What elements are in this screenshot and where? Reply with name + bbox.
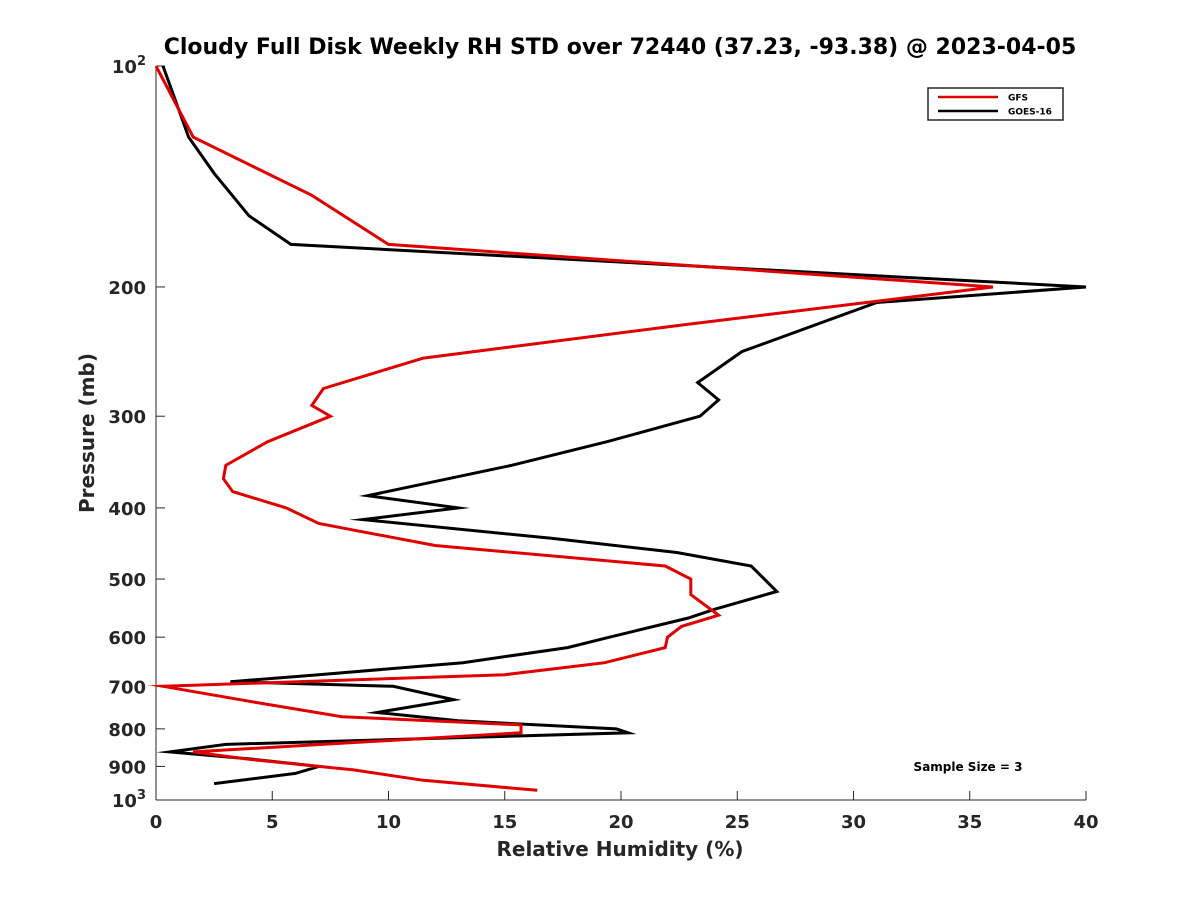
y-axis-label: Pressure (mb) xyxy=(75,353,99,513)
x-tick-label: 25 xyxy=(725,812,750,833)
sample-size-annotation: Sample Size = 3 xyxy=(914,760,1023,774)
series-line-goes-16 xyxy=(156,65,1087,786)
y-tick-label: 300 xyxy=(108,407,146,428)
series-lines xyxy=(148,65,1087,792)
x-tick-label: 35 xyxy=(957,812,982,833)
x-tick-label: 0 xyxy=(150,812,163,833)
x-tick-label: 40 xyxy=(1073,812,1098,833)
y-tick-label: 500 xyxy=(108,570,146,591)
y-tick-label: 600 xyxy=(108,628,146,649)
x-tick-label: 15 xyxy=(492,812,517,833)
legend-box xyxy=(927,87,1064,121)
y-tick-label: 103 xyxy=(112,788,146,812)
legend-entry-label: GFS xyxy=(1008,94,1028,104)
axes: 0 5 10 15 20 25 30 35 40 102 200 300 400 500 600 700 800… xyxy=(108,54,1098,833)
x-tick-label: 5 xyxy=(266,812,279,833)
x-tick-label: 10 xyxy=(376,812,401,833)
y-tick-label: 102 xyxy=(112,54,146,78)
x-tick-label: 20 xyxy=(608,812,633,833)
y-tick-label: 700 xyxy=(108,677,146,698)
x-tick-label: 30 xyxy=(841,812,866,833)
y-tick-label: 900 xyxy=(108,757,146,778)
legend-entry-label: GOES-16 xyxy=(1008,108,1052,118)
legend: GFS GOES-16 xyxy=(927,87,1064,121)
chart-title: Cloudy Full Disk Weekly RH STD over 7244… xyxy=(164,35,1077,60)
y-tick-label: 800 xyxy=(108,720,146,741)
y-tick-label: 400 xyxy=(108,499,146,520)
y-tick-label: 200 xyxy=(108,278,146,299)
x-axis-label: Relative Humidity (%) xyxy=(496,837,743,861)
series-line-gfs xyxy=(148,65,994,792)
